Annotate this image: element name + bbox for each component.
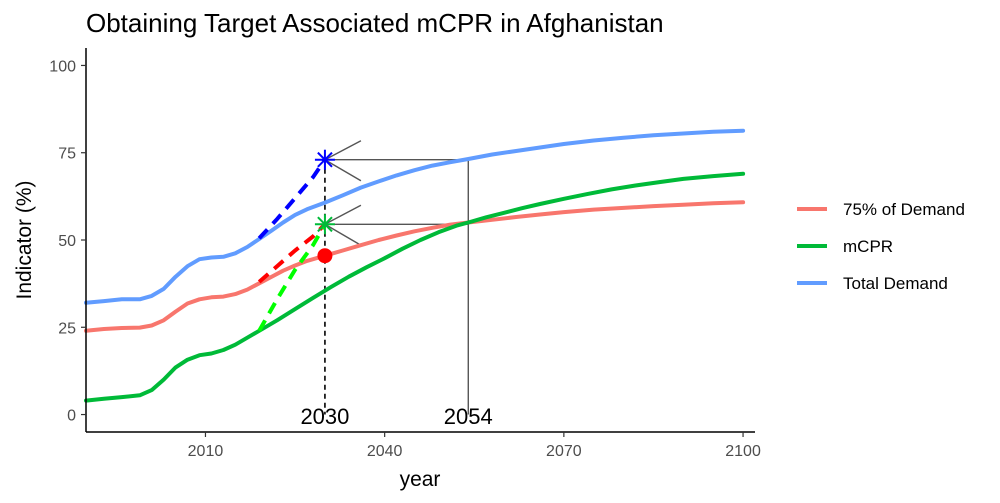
plot-area bbox=[84, 128, 746, 415]
y-tick-label: 50 bbox=[58, 233, 76, 250]
legend-label: 75% of Demand bbox=[843, 200, 965, 219]
y-tick-label: 0 bbox=[67, 408, 76, 425]
legend-label: mCPR bbox=[843, 237, 893, 256]
projection-dashed-line bbox=[257, 222, 327, 284]
x-tick-label: 2010 bbox=[188, 443, 224, 460]
x-tick-label: 2040 bbox=[367, 443, 403, 460]
red-dot-marker bbox=[317, 248, 333, 264]
x-axis-title: year bbox=[400, 468, 441, 491]
green-star-marker bbox=[314, 214, 335, 235]
arrowhead-lower bbox=[324, 159, 362, 182]
projection-dashed-line bbox=[257, 158, 327, 240]
chart-title: Obtaining Target Associated mCPR in Afgh… bbox=[86, 8, 664, 38]
blue-star-marker bbox=[314, 149, 335, 170]
star-stroke bbox=[317, 216, 333, 233]
x-tick-label: 2100 bbox=[725, 443, 761, 460]
y-tick-label: 25 bbox=[58, 320, 76, 337]
arrowhead-lower bbox=[324, 223, 362, 246]
arrowhead-upper bbox=[324, 204, 362, 225]
legend-label: Total Demand bbox=[843, 274, 948, 293]
arrowhead-upper bbox=[324, 140, 362, 161]
x-tick-label: 2070 bbox=[546, 443, 582, 460]
y-tick-label: 75 bbox=[58, 146, 76, 163]
series-line-total-demand bbox=[84, 128, 746, 305]
y-tick-label: 100 bbox=[49, 58, 76, 75]
annotations: 2030 2054 bbox=[300, 404, 492, 429]
annotation-2054: 2054 bbox=[444, 404, 493, 429]
axis-ticks: 0 25 50 75 100 2010 2040 2070 2100 bbox=[49, 58, 761, 460]
series-line-mcpr bbox=[84, 171, 746, 403]
annotation-2030: 2030 bbox=[300, 404, 349, 429]
projection-dashed-line bbox=[257, 223, 327, 332]
star-stroke bbox=[317, 151, 333, 168]
y-axis-title: Indicator (%) bbox=[13, 180, 36, 299]
legend: 75% of Demand mCPR Total Demand bbox=[797, 200, 965, 293]
